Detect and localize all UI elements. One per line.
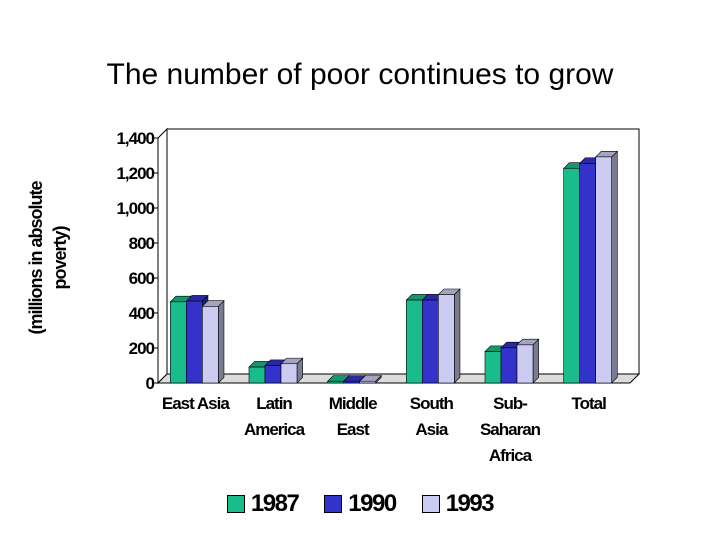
- bar-1990-latin-america: [264, 365, 282, 384]
- bar-1990-middle-east: [343, 380, 360, 384]
- bar-1987-middle-east: [327, 380, 344, 384]
- bar-1993-sub-saharan-africa: [516, 344, 534, 384]
- y-tick-label: 400: [129, 304, 155, 323]
- x-tick-label-line: Africa: [489, 446, 533, 465]
- legend-item-1987: 1987: [226, 490, 300, 518]
- legend-label-1987: 1987: [250, 490, 300, 517]
- y-tick-label: 800: [129, 234, 155, 253]
- bar-1993-middle-east: [359, 380, 376, 384]
- x-tick-label-line: Middle: [329, 394, 377, 413]
- plot-side-wall: [157, 127, 168, 385]
- legend-swatch-1990: [324, 495, 343, 513]
- x-tick-label-line: East: [337, 420, 370, 439]
- x-tick-label: Sub- Saharan Africa: [480, 394, 541, 465]
- bar-1990-south-asia: [422, 299, 439, 384]
- x-tick-label-line: Asia: [415, 420, 448, 439]
- y-axis-label-line: poverty): [50, 225, 70, 289]
- y-tick-label: 200: [129, 339, 155, 358]
- x-tick-label-line: South: [410, 394, 454, 413]
- x-tick-label: Total: [571, 394, 606, 413]
- x-tick-label-line: East Asia: [162, 394, 230, 413]
- x-tick-label-line: America: [244, 420, 306, 439]
- bar-1987-latin-america: [248, 366, 266, 384]
- legend-swatch-1987: [226, 495, 245, 513]
- legend-item-1993: 1993: [421, 490, 495, 518]
- bar-side-1993: [532, 338, 539, 384]
- bar-side-1993: [218, 300, 225, 384]
- y-tick-label: 0: [146, 374, 155, 393]
- bar-1987-total: [563, 167, 580, 384]
- x-tick-label-line: Total: [571, 394, 606, 413]
- x-tick-label: Latin America: [244, 394, 306, 439]
- x-tick-label: South Asia: [410, 394, 454, 439]
- bar-1993-south-asia: [438, 294, 455, 384]
- chart-legend: 1987 1990 1993: [0, 490, 720, 518]
- y-axis-label: (millions in absolute poverty): [26, 181, 70, 335]
- y-axis-label-line: (millions in absolute: [26, 181, 46, 335]
- bar-1987-east-asia: [170, 301, 187, 384]
- x-tick-label-line: Saharan: [480, 420, 541, 439]
- x-tick-label: Middle East: [329, 394, 377, 439]
- y-tick-label: 1,200: [116, 164, 154, 183]
- x-tick-label-line: Sub-: [493, 394, 527, 413]
- chart-title: The number of poor continues to grow: [106, 58, 614, 91]
- bar-side-1993: [454, 288, 461, 384]
- bar-1987-south-asia: [406, 299, 423, 384]
- x-tick-label-line: Latin: [256, 394, 292, 413]
- legend-item-1990: 1990: [324, 490, 397, 518]
- y-tick-label: 1,000: [116, 199, 154, 218]
- bar-1990-sub-saharan-africa: [500, 347, 518, 384]
- legend-label-1990: 1990: [348, 490, 397, 517]
- bar-1993-total: [595, 156, 612, 384]
- bar-1990-total: [579, 163, 596, 384]
- legend-swatch-1993: [421, 495, 440, 513]
- y-tick-label: 1,400: [116, 129, 154, 148]
- legend-label-1993: 1993: [445, 490, 495, 517]
- bar-chart: 0 200 400 600 800 1,000 1,200 1,400 (millions in…: [26, 127, 641, 465]
- y-tick-label: 600: [129, 269, 155, 288]
- bar-1987-sub-saharan-africa: [484, 351, 502, 384]
- bar-1993-east-asia: [202, 306, 219, 384]
- bar-1993-latin-america: [280, 363, 298, 384]
- bar-side-1993: [611, 150, 618, 384]
- bar-1990-east-asia: [186, 300, 203, 384]
- x-tick-label: East Asia: [162, 394, 230, 413]
